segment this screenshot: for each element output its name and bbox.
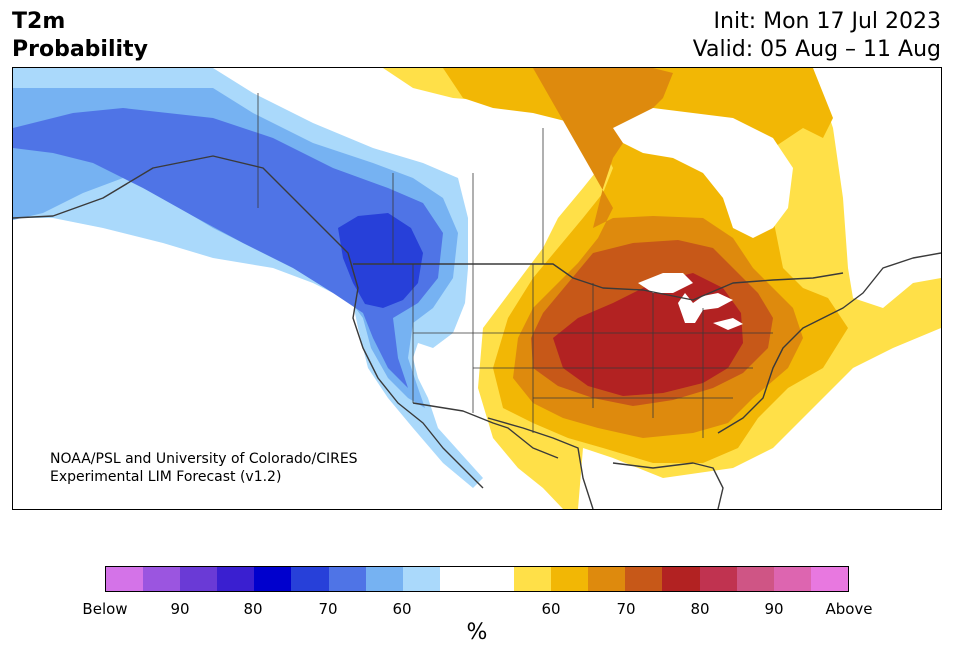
colorbar-segment: [773, 567, 811, 591]
colorbar-segment: [699, 567, 737, 591]
colorbar-segment: [514, 567, 552, 591]
colorbar-segment: [810, 567, 848, 591]
colorbar-segment: [625, 567, 663, 591]
colorbar-segment: [254, 567, 292, 591]
colorbar-tick-label: 60: [392, 600, 412, 618]
colorbar-segment: [328, 567, 366, 591]
colorbar-tick-label: Below: [82, 600, 128, 618]
map-canvas: [13, 68, 941, 509]
colorbar-segment: [736, 567, 774, 591]
us-mexico-border: [412, 402, 559, 459]
colorbar-tick-label: 90: [170, 600, 190, 618]
colorbar-tick-label: 90: [764, 600, 784, 618]
colorbar-segment: [439, 567, 477, 591]
colorbar-segment: [476, 567, 515, 591]
colorbar-segment: [588, 567, 626, 591]
valid-dates: Valid: 05 Aug – 11 Aug: [692, 37, 941, 62]
colorbar-tick-label: 60: [541, 600, 561, 618]
probability-map: NOAA/PSL and University of Colorado/CIRE…: [12, 67, 942, 510]
hudson-bay: [613, 108, 793, 238]
colorbar-segment: [551, 567, 589, 591]
forecast-dates: Init: Mon 17 Jul 2023 Valid: 05 Aug – 11…: [693, 8, 941, 64]
colorbar-tick-label: 80: [243, 600, 263, 618]
credit-text: NOAA/PSL and University of Colorado/CIRE…: [50, 450, 358, 486]
colorbar-segment: [662, 567, 700, 591]
colorbar-unit: %: [466, 620, 488, 645]
colorbar-segment: [291, 567, 329, 591]
us-canada-border: [353, 263, 844, 301]
init-date: Init: Mon 17 Jul 2023: [713, 9, 941, 34]
colorbar-tick-label: 70: [318, 600, 338, 618]
variable-title: T2m: [12, 9, 66, 34]
colorbar-segment: [402, 567, 440, 591]
cold-70-region: [13, 108, 443, 388]
credit-line-2: Experimental LIM Forecast (v1.2): [50, 469, 282, 485]
colorbar-tick-label: 70: [616, 600, 636, 618]
colorbar-tick-label: 80: [690, 600, 710, 618]
state-lines: [257, 93, 773, 438]
colorbar-segment: [180, 567, 218, 591]
map-title: T2m Probability: [12, 8, 148, 64]
colorbar-segment: [365, 567, 403, 591]
credit-line-1: NOAA/PSL and University of Colorado/CIRE…: [50, 451, 358, 467]
cold-75-region: [338, 213, 423, 308]
great-lakes: [638, 273, 743, 330]
colorbar-tick-label: Above: [825, 600, 873, 618]
colorbar-segment: [143, 567, 181, 591]
colorbar: [105, 566, 849, 592]
subtitle: Probability: [12, 37, 148, 62]
colorbar-segment: [106, 567, 144, 591]
coastline: [13, 155, 941, 509]
colorbar-segment: [217, 567, 255, 591]
